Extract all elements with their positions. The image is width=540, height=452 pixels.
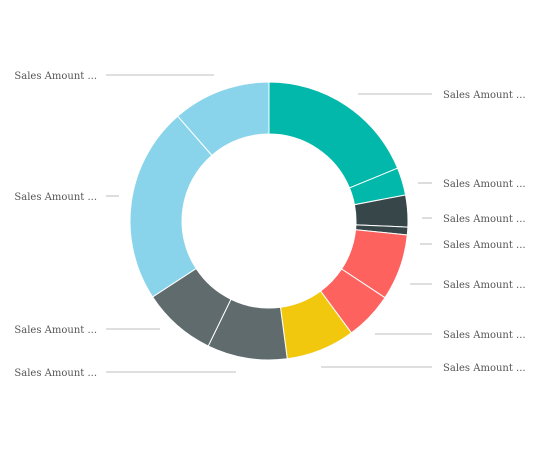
slice-label-2: Sales Amount ...: [443, 179, 526, 190]
slice-label-9: Sales Amount ...: [14, 325, 97, 336]
slice-label-11: Sales Amount ...: [14, 71, 97, 82]
donut-slice-1[interactable]: [268, 81, 399, 189]
slice-label-10: Sales Amount ...: [14, 192, 97, 203]
slice-label-3: Sales Amount ...: [443, 214, 526, 225]
slice-label-8: Sales Amount ...: [14, 368, 97, 379]
slice-label-5: Sales Amount ...: [443, 280, 526, 291]
donut-slice-11[interactable]: [177, 81, 270, 157]
donut-slice-10[interactable]: [129, 115, 213, 298]
slice-label-6: Sales Amount ...: [443, 330, 526, 341]
slice-label-1: Sales Amount ...: [443, 90, 526, 101]
slice-label-7: Sales Amount ...: [443, 363, 526, 374]
slice-label-4: Sales Amount ...: [443, 240, 526, 251]
